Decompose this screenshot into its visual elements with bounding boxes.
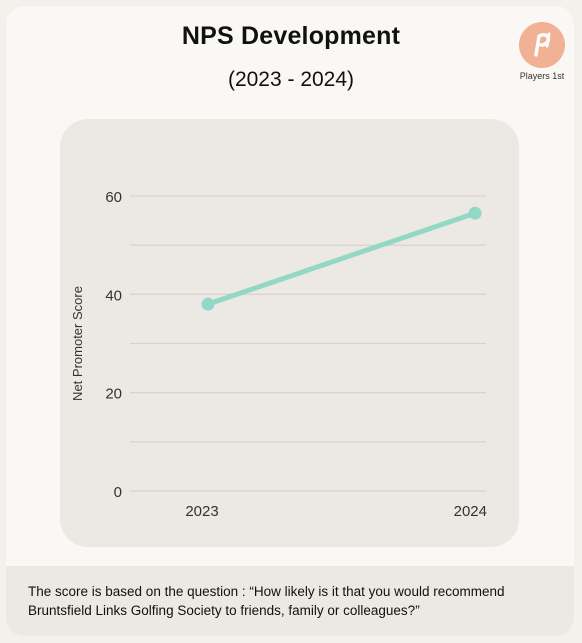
brand-label: Players 1st bbox=[519, 71, 565, 81]
x-tick-label: 2023 bbox=[185, 503, 218, 520]
series-line bbox=[205, 210, 478, 307]
y-tick-label: 0 bbox=[114, 484, 122, 501]
nps-line-chart: 0 20 40 60 Net Promoter Score 2023 2024 bbox=[70, 189, 487, 520]
data-point bbox=[468, 206, 482, 220]
page-subtitle: (2023 - 2024) bbox=[227, 68, 355, 91]
players-1st-logo-icon bbox=[519, 22, 565, 68]
logo-circle bbox=[519, 22, 565, 68]
y-axis-label: Net Promoter Score bbox=[70, 286, 85, 401]
data-point bbox=[201, 297, 215, 311]
x-tick-label: 2024 bbox=[454, 503, 487, 520]
chart-panel: 0 20 40 60 Net Promoter Score 2023 2024 bbox=[60, 119, 519, 547]
page-title: NPS Development bbox=[181, 22, 401, 50]
footer-note: The score is based on the question : “Ho… bbox=[6, 566, 574, 636]
y-tick-label: 20 bbox=[105, 386, 122, 403]
y-tick-label: 40 bbox=[105, 287, 122, 304]
footer-text: The score is based on the question : “Ho… bbox=[28, 584, 505, 618]
y-tick-label: 60 bbox=[105, 189, 122, 206]
